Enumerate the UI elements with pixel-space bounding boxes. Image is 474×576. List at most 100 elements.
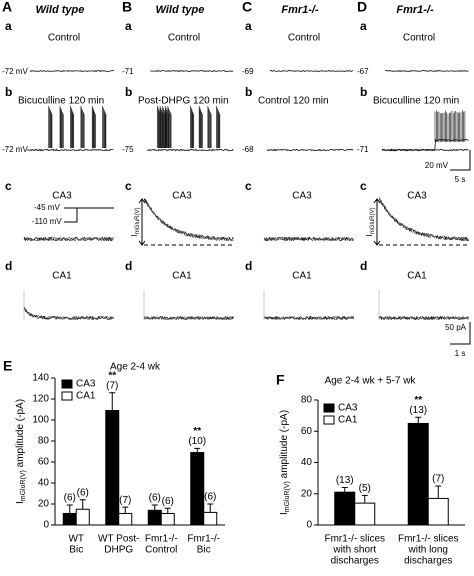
region-label: CA3 [52,191,72,202]
trace [143,198,234,242]
membrane-potential: -72 mV [2,145,28,154]
n-label: (6) [64,493,76,504]
current-label-sub: mGluR(V) [135,208,141,235]
panel-title: Wild type [156,4,205,16]
trace [23,236,114,242]
x-tick-label: discharges [404,556,452,567]
trace [143,315,234,321]
error-bar [341,487,348,493]
error-bar [164,507,171,514]
y-tick-label: 80 [38,436,50,447]
y-label-sub: mGluR(V) [20,470,27,501]
panel-title: Fmr1-/- [281,4,319,16]
y-tick-label: 0 [43,520,49,531]
significance: ** [414,395,422,406]
panel-letter: E [3,358,12,374]
membrane-potential: -71 [122,67,134,76]
row-letter: c [360,179,367,193]
trace [26,148,114,152]
chart-title: Age 2-4 wk + 5-7 wk [325,376,417,387]
row-letter: c [5,179,12,193]
trace [143,315,234,321]
trace [149,69,234,72]
legend-label: CA3 [338,403,358,414]
membrane-potential: -67 [357,67,369,76]
x-tick-label: Bic [69,545,83,556]
row-letter: a [125,19,132,33]
membrane-potential: -68 [242,145,254,154]
trace [266,148,354,152]
condition-label: Control 120 min [258,96,329,107]
error-bar [109,392,116,411]
bar [203,511,218,526]
y-tick-label: 20 [38,499,50,510]
n-label: (6) [204,492,216,503]
membrane-potential: -69 [242,67,254,76]
x-tick-label: DHPG [104,545,133,556]
current-label-sub: mGluR(V) [370,208,376,235]
trace [263,236,354,242]
y-tick-label: 140 [32,373,49,384]
significance: ** [193,426,201,437]
n-label: (5) [359,483,371,494]
legend-swatch [61,379,73,389]
legend-label: CA3 [76,379,96,390]
step-label: -45 mV [34,203,60,212]
error-bar [66,504,73,514]
x-tick-label: Control [145,545,177,556]
step-label: -110 mV [32,217,62,226]
n-label: (7) [106,380,118,391]
bar [354,502,376,526]
trace [378,315,469,321]
region-label: CA1 [292,271,312,282]
error-bar [415,416,422,424]
condition-label: Bicuculline 120 min [18,96,104,107]
row-letter: a [360,19,367,33]
trace [29,70,115,73]
y-axis-label: ImGluR(V) amplitude (-pA) [279,410,291,515]
n-label: (6) [162,496,174,507]
row-letter: d [360,259,367,273]
trace [378,197,469,242]
n-label: (10) [188,436,206,447]
y-axis-label: ImGluR(V) amplitude (-pA) [15,399,27,504]
current-label: ImGluR(V) [365,208,375,237]
condition-label: Bicuculline 120 min [373,96,459,107]
error-bar [79,499,86,510]
region-label: CA1 [407,271,427,282]
row-letter: a [5,19,12,33]
row-letter: c [245,179,252,193]
legend-label: CA1 [338,415,358,426]
x-tick-label: with short [332,545,376,556]
trace [381,138,469,152]
membrane-potential: -75 [122,145,134,154]
error-bar [361,494,368,504]
error-bar [194,447,201,453]
trace [384,69,469,73]
trace [23,236,114,242]
x-tick-label: WT Post- [98,534,139,545]
condition-label: Control [168,33,200,44]
bar [147,509,162,526]
scale-label: 1 s [455,349,466,358]
amplitude-arrow [373,198,381,246]
bar [407,422,429,526]
bar [75,508,90,526]
scale-label: 50 pA [445,323,467,332]
y-tick-label: 60 [38,457,50,468]
row-letter: a [245,19,252,33]
panel-letter: B [122,0,132,15]
trace [263,315,354,321]
membrane-potential: -72 mV [2,67,28,76]
trace [23,306,114,321]
row-letter: b [360,85,367,99]
trace [143,198,234,242]
y-tick-label: 20 [301,488,313,499]
n-label: (7) [119,495,131,506]
bar [427,497,449,526]
bar [105,410,120,526]
amplitude-arrow [138,198,146,246]
bar [160,512,175,526]
y-label-rest: amplitude (-pA) [279,410,290,481]
